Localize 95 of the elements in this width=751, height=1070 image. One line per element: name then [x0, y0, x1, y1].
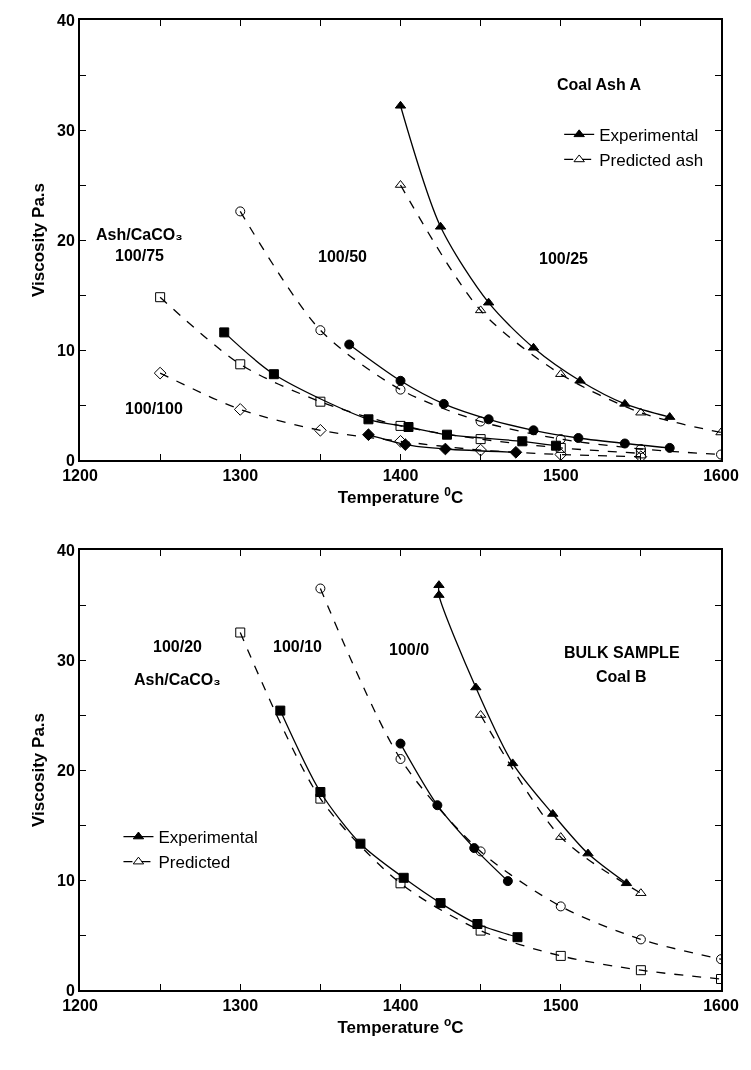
point	[235, 627, 246, 638]
point	[155, 292, 166, 303]
point	[432, 800, 443, 811]
x-tick-label: 1500	[542, 997, 579, 1015]
point	[344, 339, 355, 350]
point	[153, 366, 167, 380]
legend-label: Predicted	[158, 853, 231, 873]
y-tick-label: 0	[65, 451, 75, 469]
point	[582, 848, 594, 857]
y-tick-label: 40	[57, 11, 75, 29]
point	[395, 375, 406, 386]
point	[555, 442, 566, 453]
legend-label: Experimental	[599, 125, 699, 145]
point	[554, 448, 568, 460]
point	[470, 682, 482, 691]
x-axis-title: Temperature $^{0}$C	[337, 484, 464, 508]
point	[483, 414, 494, 425]
point	[475, 416, 486, 427]
y-axis-title: Viscosity Pa.s	[29, 182, 49, 298]
point	[635, 407, 647, 416]
y-tick-label: 10	[57, 341, 75, 359]
point	[314, 423, 327, 437]
point	[235, 359, 246, 370]
annotation: 100/50	[318, 248, 368, 265]
annotation: Ash/CaCO₃	[134, 671, 221, 688]
y-tick-label: 20	[57, 231, 75, 249]
point	[509, 445, 523, 459]
point	[315, 396, 326, 407]
x-tick-label: 1400	[382, 997, 419, 1015]
x-tick-label: 1200	[62, 467, 98, 485]
annotation: 100/20	[153, 638, 203, 655]
annotation: 100/25	[539, 250, 589, 267]
point	[475, 846, 486, 857]
point	[395, 878, 406, 889]
x-tick-label: 1300	[222, 997, 259, 1015]
annotation: 100/10	[273, 638, 323, 655]
x-tick-label: 1500	[542, 467, 579, 485]
x-tick-label: 1300	[222, 467, 259, 485]
y-axis-title: Viscosity Pa.s	[29, 712, 49, 828]
y-tick-label: 0	[65, 981, 75, 999]
x-tick-label: 1600	[703, 997, 739, 1015]
point	[475, 925, 486, 936]
point	[635, 444, 646, 454]
point	[664, 442, 675, 453]
annotation: 100/75	[115, 247, 165, 264]
y-tick-label: 10	[57, 871, 75, 889]
point	[635, 965, 646, 976]
point	[441, 429, 452, 440]
point	[619, 398, 631, 407]
point	[475, 434, 486, 445]
point	[395, 384, 406, 395]
point	[439, 442, 452, 456]
point	[395, 738, 406, 749]
point	[619, 438, 630, 449]
point	[362, 428, 375, 442]
point	[315, 325, 326, 336]
point	[268, 369, 279, 380]
point	[363, 414, 374, 425]
point	[502, 876, 513, 887]
point	[235, 206, 246, 217]
legend-label: Experimental	[158, 828, 258, 848]
point	[233, 403, 247, 416]
y-tick-label: 40	[57, 541, 75, 559]
point	[355, 838, 366, 849]
point	[512, 932, 523, 943]
annotation: BULK SAMPLE	[564, 644, 680, 661]
annotation: 100/100	[125, 400, 183, 417]
legend-label: Predicted ash	[599, 151, 704, 171]
annotation: Ash/CaCO₃	[96, 226, 183, 243]
point	[474, 443, 487, 457]
y-tick-label: 30	[57, 121, 75, 139]
point	[635, 934, 646, 945]
point	[395, 754, 406, 764]
point	[435, 898, 446, 909]
point	[394, 434, 407, 448]
point	[555, 950, 566, 961]
point	[555, 901, 566, 912]
y-tick-label: 30	[57, 651, 75, 669]
annotation: Coal Ash A	[557, 76, 642, 93]
annotation: 100/0	[389, 641, 430, 658]
point	[573, 433, 584, 443]
point	[528, 425, 539, 436]
point	[438, 398, 449, 409]
point	[315, 583, 326, 594]
point	[275, 705, 286, 716]
x-tick-label: 1200	[62, 997, 98, 1015]
x-axis-title: Temperature $^{o}$C	[337, 1014, 464, 1038]
y-tick-label: 20	[57, 761, 75, 779]
point	[219, 327, 230, 338]
point	[395, 420, 406, 431]
point	[315, 793, 326, 804]
annotation: Coal B	[596, 668, 647, 685]
point	[574, 375, 586, 384]
x-tick-label: 1600	[703, 467, 739, 485]
x-tick-label: 1400	[382, 467, 419, 485]
